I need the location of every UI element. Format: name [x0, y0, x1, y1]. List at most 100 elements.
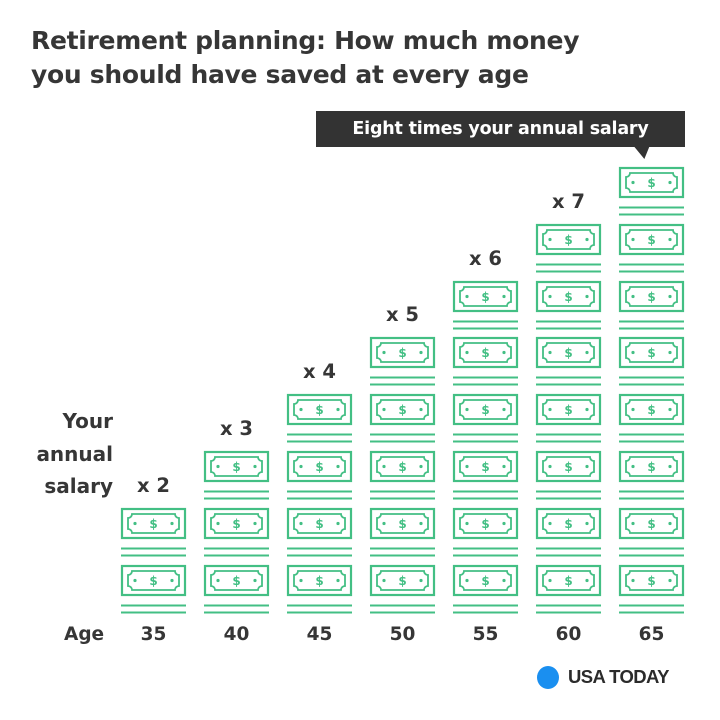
chart-title: Retirement planning: How much money you …	[31, 24, 580, 92]
usa-today-logo: USA TODAY	[537, 665, 669, 689]
svg-text:$: $	[647, 233, 655, 247]
bill-stack-35: $$	[120, 507, 187, 614]
bill-stack-55: $ $ $ $ $ $	[452, 280, 519, 614]
dollar-bill-icon: $	[535, 280, 602, 330]
dollar-bill-icon: $	[535, 564, 602, 614]
svg-text:$: $	[481, 574, 489, 588]
svg-text:$: $	[481, 517, 489, 531]
dollar-bill-icon: $	[618, 507, 685, 557]
svg-text:$: $	[647, 574, 655, 588]
age-tick-label: 50	[389, 624, 416, 645]
multiplier-label: x 3	[220, 417, 253, 440]
dollar-bill-icon: $	[618, 223, 685, 273]
dollar-bill-icon: $	[452, 280, 519, 330]
svg-text:$: $	[481, 346, 489, 360]
svg-text:$: $	[398, 517, 406, 531]
dollar-bill-icon: $	[618, 336, 685, 386]
svg-text:$: $	[398, 403, 406, 417]
dollar-bill-icon: $	[452, 507, 519, 557]
multiplier-label: x 4	[303, 360, 336, 383]
svg-text:$: $	[232, 460, 240, 474]
svg-text:$: $	[647, 176, 655, 190]
chart-title-line-2: you should have saved at every age	[31, 60, 529, 89]
dollar-bill-icon: $	[369, 564, 436, 614]
dollar-bill-icon: $	[618, 564, 685, 614]
svg-text:$: $	[564, 403, 572, 417]
svg-text:$: $	[315, 517, 323, 531]
svg-text:$: $	[315, 460, 323, 474]
svg-text:$: $	[564, 346, 572, 360]
dollar-bill-icon: $	[535, 336, 602, 386]
dollar-bill-icon: $	[120, 564, 187, 614]
bill-stack-50: $ $ $ $ $	[369, 336, 436, 614]
age-tick-label: 65	[638, 624, 665, 645]
svg-text:$: $	[398, 574, 406, 588]
age-tick-label: 60	[555, 624, 582, 645]
svg-text:$: $	[232, 574, 240, 588]
svg-text:$: $	[647, 346, 655, 360]
svg-text:$: $	[564, 574, 572, 588]
y-label-line-2: annual	[36, 441, 113, 466]
svg-text:$: $	[315, 403, 323, 417]
bill-stack-65: $ $ $ $ $ $ $ $	[618, 166, 685, 614]
svg-text:$: $	[647, 517, 655, 531]
dollar-bill-icon: $	[203, 507, 270, 557]
age-tick-label: 45	[306, 624, 333, 645]
dollar-bill-icon: $	[618, 393, 685, 443]
dollar-bill-icon: $	[369, 450, 436, 500]
svg-text:$: $	[564, 290, 572, 304]
dollar-bill-icon: $	[535, 450, 602, 500]
x-axis-title: Age	[64, 624, 105, 645]
multiplier-label: x 7	[552, 190, 585, 213]
logo-text: USA TODAY	[568, 666, 669, 687]
svg-text:$: $	[564, 233, 572, 247]
dollar-bill-icon: $	[286, 393, 353, 443]
dollar-bill-icon: $	[452, 450, 519, 500]
bill-stack-45: $ $ $ $	[286, 393, 353, 614]
dollar-bill-icon: $	[203, 450, 270, 500]
svg-text:$: $	[564, 517, 572, 531]
dollar-bill-icon: $	[286, 564, 353, 614]
svg-text:$: $	[647, 290, 655, 304]
logo-dot-icon	[537, 665, 559, 689]
age-tick-label: 35	[140, 624, 167, 645]
svg-text:$: $	[149, 574, 157, 588]
dollar-bill-icon: $	[618, 280, 685, 330]
dollar-bill-icon: $	[535, 393, 602, 443]
y-axis-label: Your annual salary	[20, 405, 113, 503]
multiplier-label: x 2	[137, 474, 170, 497]
svg-text:$: $	[398, 346, 406, 360]
svg-text:$: $	[564, 460, 572, 474]
dollar-bill-icon: $	[203, 564, 270, 614]
multiplier-label: x 5	[386, 303, 419, 326]
dollar-bill-icon: $	[535, 223, 602, 273]
svg-text:$: $	[647, 460, 655, 474]
dollar-bill-icon: $	[535, 507, 602, 557]
svg-text:$: $	[149, 517, 157, 531]
dollar-bill-icon: $	[286, 507, 353, 557]
y-label-line-1: Your	[62, 409, 114, 433]
dollar-bill-icon: $	[369, 336, 436, 386]
svg-text:$: $	[481, 460, 489, 474]
dollar-bill-icon: $	[369, 507, 436, 557]
dollar-bill-icon: $	[618, 450, 685, 500]
callout-banner: Eight times your annual salary	[316, 111, 685, 147]
dollar-bill-icon: $	[120, 507, 187, 557]
svg-text:$: $	[481, 290, 489, 304]
svg-text:$: $	[647, 403, 655, 417]
multiplier-label: x 6	[469, 247, 502, 270]
age-tick-label: 55	[472, 624, 499, 645]
svg-text:$: $	[481, 403, 489, 417]
y-label-line-3: salary	[44, 474, 113, 498]
bill-stack-60: $ $ $ $ $ $ $	[535, 223, 602, 614]
dollar-bill-icon: $	[286, 450, 353, 500]
chart-title-line-1: Retirement planning: How much money	[31, 26, 580, 55]
dollar-bill-icon: $	[452, 393, 519, 443]
svg-text:$: $	[315, 574, 323, 588]
svg-text:$: $	[232, 517, 240, 531]
svg-text:$: $	[398, 460, 406, 474]
bill-stack-40: $ $ $	[203, 450, 270, 614]
age-tick-label: 40	[223, 624, 250, 645]
dollar-bill-icon: $	[452, 336, 519, 386]
